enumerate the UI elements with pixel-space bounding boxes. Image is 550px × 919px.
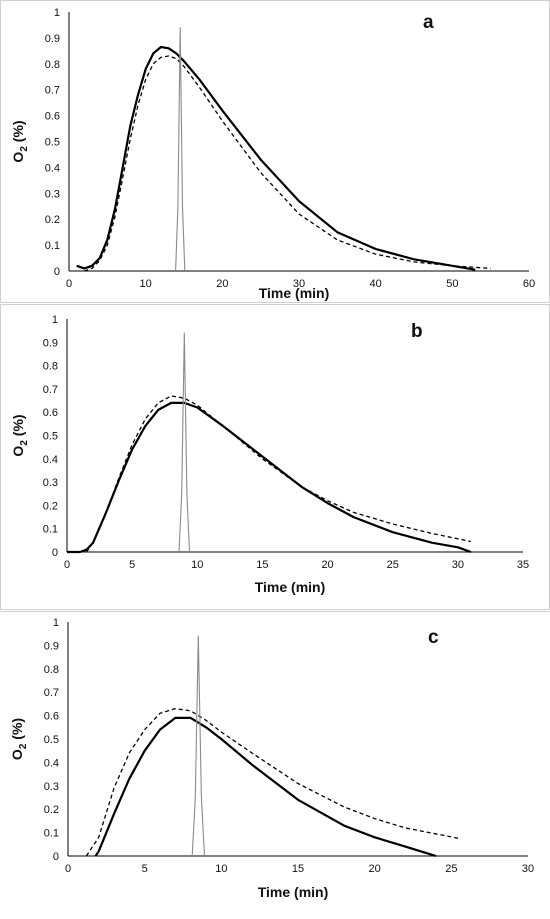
chart-b-svg: 0 5 10 15 20 25 30 35 0 0.1 0.2 0.3 0.4 0.5 0.6 0.7 0.8 0… [10,314,529,595]
panel-label: c [428,627,439,648]
y-tick-label: 0.7 [44,687,59,699]
y-tick-label: 0.1 [43,524,58,536]
y-tick-label: 0.9 [43,337,58,349]
y-tick-label: 0.2 [45,214,60,226]
x-tick-label: 5 [129,559,135,571]
x-tick-label: 10 [191,559,203,571]
x-tick-label: 50 [446,278,458,290]
x-tick-label: 25 [445,863,457,875]
chart-panel-b: 0 5 10 15 20 25 30 35 0 0.1 0.2 0.3 0.4 0.5 0.6 0.7 0.8 0… [0,304,550,610]
model-line-dashed [84,55,491,272]
x-tick-label: 35 [517,559,529,571]
chart-c-svg: 0 5 10 15 20 25 30 0 0.1 0.2 0.3 0.4 0.5 0.6 0.7 0.8 0.9… [9,617,534,900]
y-tick-label: 1 [53,617,59,629]
x-tick-label: 30 [293,278,305,290]
y-tick-label: 0.2 [43,500,58,512]
x-tick-label: 10 [215,863,227,875]
model-line-solid [67,401,472,554]
model-line-solid [76,45,476,271]
chart-a-svg: 0 10 20 30 40 50 60 0 0.1 0.2 0.3 0.4 0.5 0.6 0.7 0.8 0.… [10,7,535,301]
y-tick-label: 0.4 [43,454,58,466]
x-tick-label: 30 [522,863,534,875]
x-tick-label: 30 [452,559,464,571]
y-tick-label: 0.8 [43,361,58,373]
x-tick-label: 15 [292,863,304,875]
y-tick-label: 0.5 [45,137,60,149]
y-tick-label: 0.3 [44,781,59,793]
y-tick-label: 0.6 [43,407,58,419]
y-tick-label: 0.3 [45,188,60,200]
panel-label: a [423,12,434,33]
model-line-solid [94,716,437,858]
y-axis-label: O2 (%) [10,414,30,456]
y-tick-label: 0.6 [44,711,59,723]
x-tick-label: 10 [140,278,152,290]
x-axis-label: Time (min) [255,579,326,595]
x-tick-label: 15 [256,559,268,571]
y-tick-label: 0.5 [43,431,58,443]
model-line-dashed [85,395,472,553]
y-axis-label: O2 (%) [10,120,30,162]
y-tick-label: 0.1 [44,828,59,840]
x-tick-label: 0 [65,863,71,875]
y-tick-label: 0 [54,266,60,278]
x-axis-label: Time (min) [259,285,330,301]
y-tick-label: 1 [54,7,60,19]
x-tick-label: 20 [321,559,333,571]
x-tick-label: 5 [142,863,148,875]
y-tick-label: 0.6 [45,111,60,123]
y-tick-label: 0.3 [43,477,58,489]
panel-label: b [411,321,423,342]
y-tick-label: 0.8 [45,59,60,71]
pulse-peak-line [178,332,191,553]
x-tick-label: 40 [370,278,382,290]
y-tick-label: 0 [53,851,59,863]
y-tick-label: 1 [52,314,58,326]
y-tick-label: 0.1 [45,240,60,252]
x-tick-label: 0 [66,278,72,290]
y-axis-label: O2 (%) [9,718,29,760]
y-tick-label: 0.9 [45,33,60,45]
y-tick-label: 0 [52,547,58,559]
model-line-dashed [85,707,460,857]
y-tick-label: 0.8 [44,664,59,676]
x-tick-label: 0 [64,559,70,571]
pulse-peak-line [175,26,186,272]
y-tick-label: 0.2 [44,804,59,816]
pulse-peak-line [191,635,206,857]
x-tick-label: 25 [387,559,399,571]
x-axis-label: Time (min) [258,884,329,900]
chart-panel-a: 0 10 20 30 40 50 60 0 0.1 0.2 0.3 0.4 0.5 0.6 0.7 0.8 0.… [0,0,550,303]
x-tick-label: 20 [369,863,381,875]
chart-panel-c: 0 5 10 15 20 25 30 0 0.1 0.2 0.3 0.4 0.5 0.6 0.7 0.8 0.9… [0,611,550,919]
y-tick-label: 0.4 [45,162,60,174]
y-tick-label: 0.4 [44,757,59,769]
x-tick-label: 60 [523,278,535,290]
y-tick-label: 0.5 [44,734,59,746]
y-tick-label: 0.7 [43,384,58,396]
y-tick-label: 0.7 [45,85,60,97]
x-tick-label: 20 [216,278,228,290]
y-tick-label: 0.9 [44,640,59,652]
